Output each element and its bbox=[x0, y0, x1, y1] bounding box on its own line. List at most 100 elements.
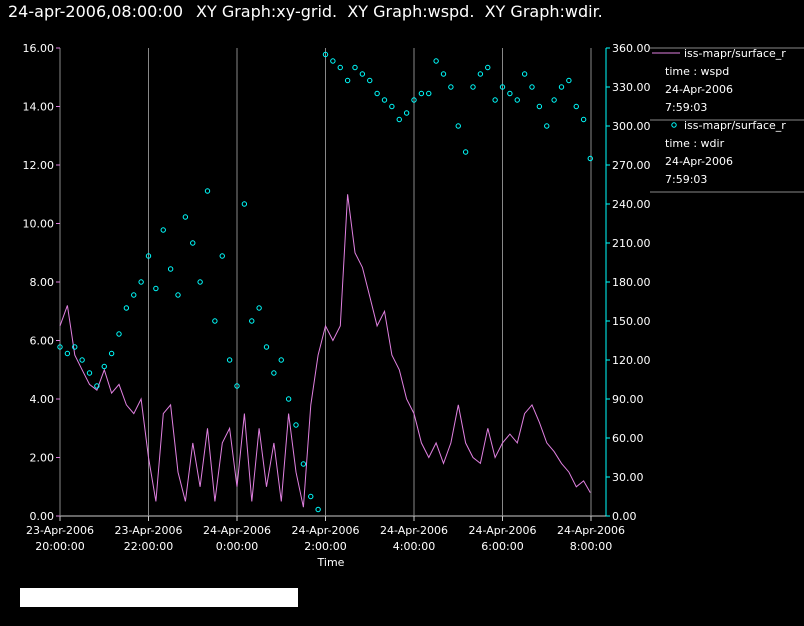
scatter-point bbox=[403, 110, 410, 116]
scatter-point bbox=[138, 279, 144, 285]
x-tick-label: 24-Apr-2006 bbox=[468, 524, 536, 537]
scatter-point bbox=[101, 363, 107, 370]
scatter-point bbox=[411, 97, 417, 103]
y2-tick-label: 180.00 bbox=[612, 276, 651, 289]
scatter-point bbox=[315, 506, 321, 513]
note-box bbox=[20, 588, 298, 607]
scatter-point bbox=[160, 227, 166, 233]
x-tick-label: 23-Apr-2006 bbox=[26, 524, 94, 537]
scatter-point bbox=[212, 318, 218, 324]
x-tick-label: 8:00:00 bbox=[570, 540, 612, 553]
line-series bbox=[59, 194, 591, 508]
scatter-point bbox=[544, 123, 550, 129]
scatter-point bbox=[167, 266, 174, 272]
scatter-point bbox=[182, 214, 189, 220]
x-axis-label: Time bbox=[317, 556, 345, 569]
scatter-point bbox=[344, 77, 351, 84]
scatter-point bbox=[293, 422, 299, 428]
scatter-point bbox=[57, 344, 63, 350]
scatter-point bbox=[418, 90, 425, 97]
y-tick-label: 2.00 bbox=[30, 452, 55, 465]
scatter-point bbox=[79, 357, 85, 363]
y2-tick-label: 330.00 bbox=[612, 81, 651, 94]
scatter-point bbox=[64, 350, 71, 357]
scatter-point bbox=[263, 344, 270, 350]
scatter-point bbox=[551, 97, 557, 103]
scatter-point bbox=[234, 383, 240, 389]
y-tick-label: 6.00 bbox=[30, 335, 55, 348]
x-tick-label: 6:00:00 bbox=[481, 540, 523, 553]
y2-tick-label: 0.00 bbox=[612, 510, 637, 523]
y-tick-label: 10.00 bbox=[23, 218, 55, 231]
scatter-point bbox=[330, 58, 336, 64]
y2-tick-label: 270.00 bbox=[612, 159, 651, 172]
scatter-point bbox=[381, 97, 388, 103]
scatter-point bbox=[249, 318, 255, 324]
scatter-point bbox=[492, 97, 498, 103]
scatter-point bbox=[145, 253, 152, 259]
legend-label: iss-mapr/surface_r bbox=[684, 119, 786, 132]
y-tick-label: 14.00 bbox=[23, 101, 55, 114]
scatter-point bbox=[94, 383, 100, 389]
scatter-point bbox=[322, 51, 329, 58]
x-tick-label: 2:00:00 bbox=[304, 540, 346, 553]
scatter-point bbox=[367, 77, 373, 84]
scatter-point bbox=[175, 292, 181, 298]
scatter-point bbox=[477, 71, 484, 77]
y2-tick-label: 150.00 bbox=[612, 315, 651, 328]
y2-tick-label: 120.00 bbox=[612, 354, 651, 367]
scatter-point bbox=[86, 370, 93, 376]
scatter-point bbox=[337, 64, 343, 71]
scatter-point bbox=[285, 396, 292, 402]
scatter-point bbox=[433, 58, 439, 64]
scatter-point bbox=[197, 279, 203, 285]
y-tick-label: 12.00 bbox=[23, 159, 55, 172]
scatter-point bbox=[352, 64, 358, 71]
scatter-point bbox=[521, 71, 528, 77]
y2-tick-label: 360.00 bbox=[612, 42, 651, 55]
scatter-point bbox=[514, 97, 520, 103]
x-tick-label: 0:00:00 bbox=[216, 540, 258, 553]
y2-tick-label: 30.00 bbox=[612, 471, 644, 484]
legend-detail: 24-Apr-2006 bbox=[665, 155, 733, 168]
legend-swatch bbox=[671, 122, 677, 128]
y-tick-label: 8.00 bbox=[30, 276, 55, 289]
scatter-point bbox=[566, 77, 572, 84]
x-tick-label: 24-Apr-2006 bbox=[557, 524, 625, 537]
scatter-point bbox=[426, 90, 432, 97]
scatter-point bbox=[271, 370, 277, 376]
scatter-point bbox=[190, 240, 196, 246]
legend-detail: 24-Apr-2006 bbox=[665, 83, 733, 96]
scatter-point bbox=[219, 253, 225, 259]
x-tick-label: 23-Apr-2006 bbox=[114, 524, 182, 537]
y2-tick-label: 210.00 bbox=[612, 237, 651, 250]
legend-detail: 7:59:03 bbox=[665, 101, 707, 114]
scatter-point bbox=[499, 84, 506, 90]
y-tick-label: 4.00 bbox=[30, 393, 55, 406]
scatter-point bbox=[108, 350, 115, 357]
x-tick-label: 20:00:00 bbox=[35, 540, 84, 553]
scatter-point bbox=[587, 155, 593, 162]
y2-tick-label: 60.00 bbox=[612, 432, 644, 445]
legend-detail: time : wspd bbox=[665, 65, 729, 78]
y2-tick-label: 240.00 bbox=[612, 198, 651, 211]
scatter-point bbox=[131, 292, 137, 298]
legend-label: iss-mapr/surface_r bbox=[684, 47, 786, 60]
scatter-point bbox=[153, 285, 159, 292]
scatter-point bbox=[507, 90, 513, 97]
legend-detail: time : wdir bbox=[665, 137, 725, 150]
scatter-point bbox=[278, 357, 284, 363]
scatter-point bbox=[536, 103, 543, 110]
scatter-point bbox=[256, 305, 262, 311]
scatter-point bbox=[241, 201, 248, 207]
scatter-point bbox=[308, 493, 314, 500]
scatter-point bbox=[580, 116, 587, 123]
scatter-point bbox=[455, 123, 461, 129]
scatter-point bbox=[396, 116, 402, 123]
scatter-point bbox=[440, 71, 447, 77]
scatter-point bbox=[462, 149, 469, 155]
x-tick-label: 22:00:00 bbox=[124, 540, 173, 553]
scatter-point bbox=[389, 103, 395, 110]
